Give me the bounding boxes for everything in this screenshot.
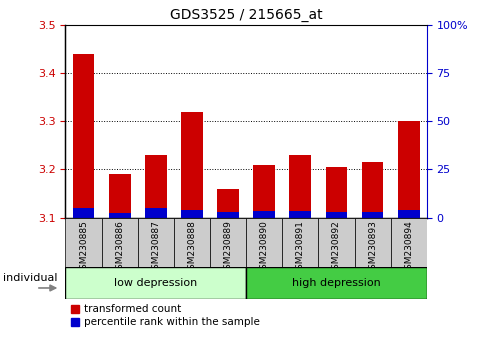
Bar [390, 218, 426, 267]
Bar [181, 211, 202, 218]
Bar [282, 218, 318, 267]
Text: GSM230885: GSM230885 [79, 220, 88, 275]
Text: low depression: low depression [114, 278, 197, 288]
Text: individual: individual [3, 273, 58, 284]
Bar [325, 167, 347, 218]
Text: high depression: high depression [291, 278, 380, 288]
Bar [137, 218, 173, 267]
Bar [65, 267, 245, 299]
Bar [318, 218, 354, 267]
Bar [108, 174, 130, 218]
Text: GSM230893: GSM230893 [367, 220, 377, 275]
Text: GSM230892: GSM230892 [331, 220, 340, 275]
Bar [73, 54, 94, 218]
Bar [217, 189, 239, 218]
Text: GSM230888: GSM230888 [187, 220, 196, 275]
Bar [65, 218, 102, 267]
Bar [289, 211, 311, 218]
Legend: transformed count, percentile rank within the sample: transformed count, percentile rank withi… [71, 304, 259, 327]
Bar [325, 212, 347, 218]
Bar [245, 267, 426, 299]
Bar [361, 162, 383, 218]
Bar [73, 208, 94, 218]
Text: GSM230889: GSM230889 [223, 220, 232, 275]
Bar [102, 218, 137, 267]
Text: GSM230887: GSM230887 [151, 220, 160, 275]
Bar [217, 212, 239, 218]
Bar [210, 218, 245, 267]
Bar [253, 165, 274, 218]
Text: GSM230886: GSM230886 [115, 220, 124, 275]
Bar [245, 218, 282, 267]
Bar [397, 121, 419, 218]
Text: GSM230890: GSM230890 [259, 220, 268, 275]
Text: GSM230894: GSM230894 [403, 220, 412, 275]
Bar [289, 155, 311, 218]
Bar [181, 112, 202, 218]
Bar [173, 218, 210, 267]
Bar [354, 218, 390, 267]
Bar [361, 212, 383, 218]
Title: GDS3525 / 215665_at: GDS3525 / 215665_at [169, 8, 322, 22]
Bar [253, 211, 274, 218]
Bar [145, 208, 166, 218]
Bar [108, 213, 130, 218]
Text: GSM230891: GSM230891 [295, 220, 304, 275]
Bar [145, 155, 166, 218]
Bar [397, 211, 419, 218]
